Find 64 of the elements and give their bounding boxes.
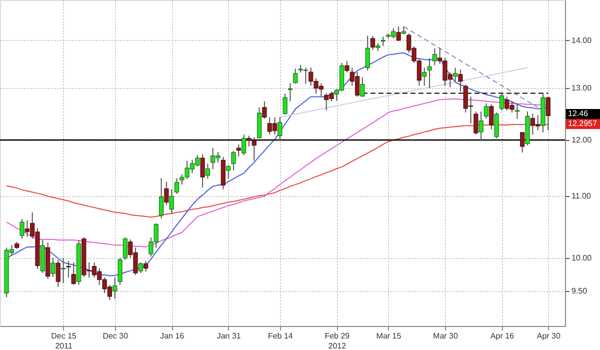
candlestick [50, 257, 56, 278]
candlestick [427, 58, 432, 89]
candlestick [432, 48, 437, 66]
candlestick [360, 76, 365, 98]
x-tick-label: Apr 16 [490, 332, 515, 340]
candlestick [200, 154, 205, 188]
candlestick [422, 67, 427, 86]
candlestick [489, 104, 494, 130]
candlestick [380, 36, 386, 46]
candlestick [174, 178, 180, 194]
candlestick [514, 102, 520, 120]
candlestick [138, 262, 143, 274]
candlestick [236, 144, 241, 157]
candlestick [164, 181, 169, 206]
y-tick-label: 14.00 [572, 36, 592, 45]
text: 12.2957 [568, 119, 598, 128]
y-tick-label: 9.50 [572, 286, 588, 296]
x-tick-label: Dec 15 2011 [51, 332, 78, 350]
candlestick [494, 112, 499, 139]
candlestick [396, 26, 401, 42]
candlestick [231, 150, 236, 171]
candlestick [293, 68, 298, 84]
candlestick [226, 164, 231, 180]
candlestick [282, 93, 288, 116]
candlestick [144, 260, 148, 272]
candlestick [458, 69, 463, 92]
candlestick [118, 257, 122, 286]
y-tick-label: 13.00 [572, 84, 592, 93]
candlestick [20, 218, 24, 240]
candlestick [122, 237, 128, 260]
x-tick-label: Mar 30 [433, 332, 458, 340]
candlestick [56, 259, 60, 288]
y-tick-label: 11.00 [572, 192, 592, 201]
x-tick-label: Feb 29 2012 [324, 332, 350, 350]
x-tick-label: Mar 15 [376, 332, 402, 340]
candlestick [169, 188, 174, 214]
candlestick [71, 262, 76, 286]
x-tick-label: Jan 31 [216, 332, 242, 340]
candlestick [112, 277, 118, 300]
y-tick-label: 12.00 [572, 135, 592, 144]
candlestick [278, 116, 282, 142]
candlestick [478, 111, 484, 142]
candlestick [288, 82, 293, 102]
x-tick-label: Jan 16 [160, 332, 185, 340]
candlestick [205, 163, 210, 180]
candlestick [546, 96, 550, 131]
candlestick [365, 35, 370, 72]
x-tick-label: Apr 30 [536, 332, 561, 340]
candlestick [484, 102, 489, 120]
candlestick [370, 35, 376, 51]
candlestick [499, 93, 504, 111]
text: 12.46 [568, 109, 589, 118]
candlestick [60, 257, 66, 284]
candlestick [452, 67, 458, 83]
candlestick [474, 111, 478, 136]
candlestick [262, 100, 267, 120]
candlestick [158, 178, 164, 219]
candlestick [66, 260, 71, 278]
x-tick-label: Feb 14 [268, 332, 294, 340]
candlestick [520, 132, 525, 153]
y-tick-label: 10.00 [572, 253, 592, 262]
x-tick-label: Dec 30 [102, 332, 129, 340]
candlestick [344, 60, 350, 73]
candlestick [242, 134, 246, 156]
